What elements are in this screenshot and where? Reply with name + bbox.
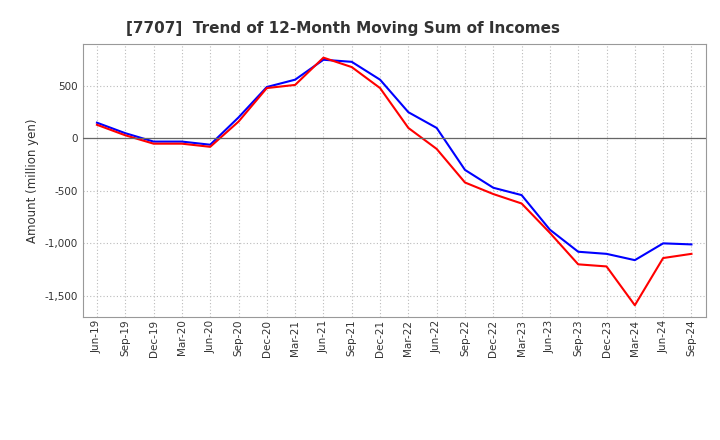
Net Income <box>376 85 384 91</box>
Net Income <box>178 141 186 147</box>
Net Income <box>517 201 526 206</box>
Net Income <box>348 64 356 70</box>
Ordinary Income <box>149 139 158 144</box>
Ordinary Income <box>659 241 667 246</box>
Net Income <box>546 230 554 235</box>
Ordinary Income <box>234 115 243 120</box>
Net Income <box>206 144 215 150</box>
Ordinary Income <box>206 142 215 147</box>
Line: Ordinary Income: Ordinary Income <box>97 60 691 260</box>
Net Income <box>234 119 243 124</box>
Ordinary Income <box>376 77 384 82</box>
Ordinary Income <box>687 242 696 247</box>
Line: Net Income: Net Income <box>97 58 691 305</box>
Net Income <box>291 82 300 88</box>
Net Income <box>121 132 130 138</box>
Net Income <box>263 85 271 91</box>
Net Income <box>461 180 469 185</box>
Ordinary Income <box>93 120 102 125</box>
Ordinary Income <box>121 131 130 136</box>
Ordinary Income <box>319 57 328 62</box>
Text: [7707]  Trend of 12-Month Moving Sum of Incomes: [7707] Trend of 12-Month Moving Sum of I… <box>127 21 560 36</box>
Ordinary Income <box>178 139 186 144</box>
Ordinary Income <box>602 251 611 257</box>
Ordinary Income <box>489 185 498 191</box>
Ordinary Income <box>574 249 582 254</box>
Net Income <box>432 146 441 151</box>
Y-axis label: Amount (million yen): Amount (million yen) <box>26 118 39 242</box>
Ordinary Income <box>461 167 469 172</box>
Net Income <box>489 191 498 197</box>
Ordinary Income <box>517 192 526 198</box>
Ordinary Income <box>631 257 639 263</box>
Net Income <box>631 303 639 308</box>
Ordinary Income <box>432 125 441 131</box>
Ordinary Income <box>291 77 300 82</box>
Ordinary Income <box>404 110 413 115</box>
Net Income <box>687 251 696 257</box>
Ordinary Income <box>546 227 554 232</box>
Net Income <box>319 55 328 60</box>
Ordinary Income <box>348 59 356 65</box>
Net Income <box>404 125 413 131</box>
Net Income <box>574 262 582 267</box>
Net Income <box>659 255 667 260</box>
Net Income <box>93 122 102 128</box>
Net Income <box>149 141 158 147</box>
Ordinary Income <box>263 84 271 90</box>
Net Income <box>602 264 611 269</box>
